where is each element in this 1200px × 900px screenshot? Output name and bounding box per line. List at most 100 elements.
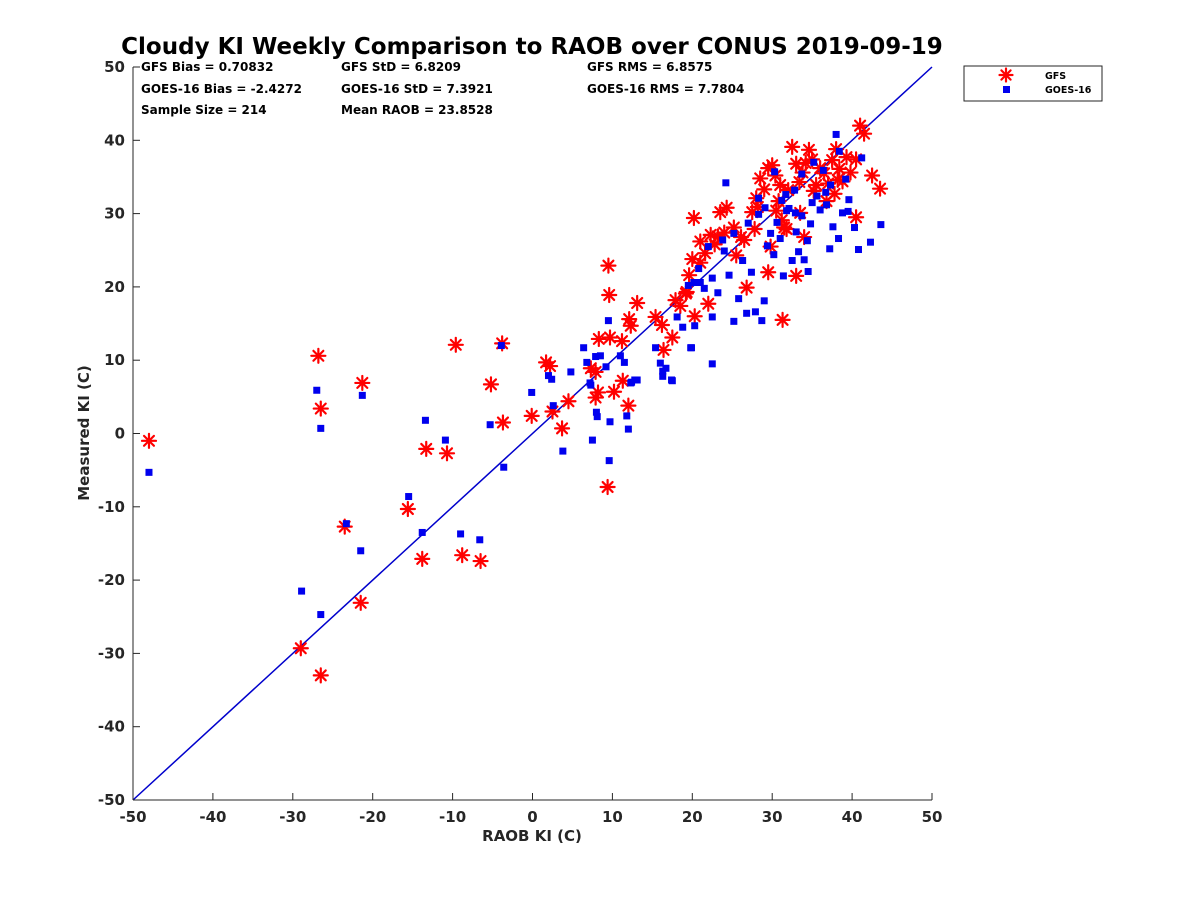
gfs-point bbox=[647, 308, 664, 326]
goes16-point bbox=[357, 547, 365, 555]
gfs-point bbox=[352, 594, 369, 611]
goes16-point bbox=[747, 268, 755, 276]
legend-gfs-asterisk bbox=[998, 67, 1014, 83]
goes16-point bbox=[633, 376, 641, 384]
y-tick-label: 0 bbox=[115, 425, 125, 443]
goes16-point bbox=[668, 377, 676, 385]
gfs-point bbox=[620, 397, 637, 414]
goes16-point bbox=[720, 247, 728, 255]
gfs-point bbox=[672, 297, 689, 315]
gfs-point bbox=[312, 667, 329, 684]
gfs-point bbox=[600, 257, 617, 274]
gfs-point bbox=[472, 552, 489, 570]
goes16-point bbox=[788, 257, 796, 265]
gfs-point bbox=[756, 181, 773, 198]
goes16-point bbox=[405, 493, 413, 501]
goes16-point bbox=[804, 268, 812, 276]
goes16-point bbox=[604, 317, 612, 325]
gfs-point bbox=[587, 363, 604, 381]
legend-gfs-label: GFS bbox=[1045, 71, 1066, 82]
goes16-point bbox=[662, 364, 670, 372]
goes16-point bbox=[743, 309, 751, 317]
gfs-point bbox=[589, 384, 607, 401]
gfs-point bbox=[292, 640, 309, 657]
gfs-point bbox=[831, 160, 848, 177]
goes16-point bbox=[791, 209, 799, 217]
goes16-point bbox=[822, 188, 830, 196]
goes16-point bbox=[773, 218, 781, 226]
gfs-point bbox=[686, 308, 703, 325]
stat-gfs-bias: GFS Bias = 0.70832 bbox=[141, 60, 273, 74]
goes16-point bbox=[476, 536, 484, 544]
goes16-point bbox=[826, 245, 834, 253]
gfs-point bbox=[847, 209, 865, 226]
goes16-point bbox=[695, 265, 703, 273]
legend-box bbox=[963, 65, 1103, 102]
gfs-point bbox=[653, 316, 671, 334]
goes16-point bbox=[627, 379, 635, 387]
gfs-point bbox=[681, 267, 698, 284]
gfs-point bbox=[414, 550, 431, 567]
goes16-series bbox=[145, 130, 885, 619]
y-tick-label: 10 bbox=[104, 351, 125, 369]
gfs-point bbox=[736, 231, 753, 249]
goes16-point bbox=[744, 219, 752, 227]
gfs-point bbox=[447, 336, 464, 353]
goes16-point bbox=[620, 358, 628, 366]
y-axis-label: Measured KI (C) bbox=[75, 365, 93, 501]
y-tick-label: -40 bbox=[98, 718, 125, 736]
goes16-point bbox=[767, 229, 775, 237]
x-tick-label: 20 bbox=[682, 808, 703, 826]
goes16-point bbox=[602, 363, 610, 371]
goes16-point bbox=[708, 313, 716, 321]
goes16-point bbox=[317, 611, 325, 619]
gfs-point bbox=[772, 176, 789, 194]
gfs-point bbox=[494, 414, 512, 431]
goes16-point bbox=[763, 242, 771, 250]
goes16-point bbox=[792, 228, 800, 236]
stat-goes-std: GOES-16 StD = 7.3921 bbox=[341, 82, 493, 96]
goes16-point bbox=[730, 317, 738, 325]
goes16-point bbox=[421, 416, 429, 424]
x-tick-label: 50 bbox=[922, 808, 943, 826]
goes16-point bbox=[587, 381, 595, 389]
y-tick-label: -50 bbox=[98, 791, 125, 809]
gfs-point bbox=[768, 202, 785, 219]
goes16-point bbox=[829, 223, 837, 231]
stat-goes-rms: GOES-16 RMS = 7.7804 bbox=[587, 82, 744, 96]
gfs-point bbox=[310, 347, 327, 364]
stat-gfs-std: GFS StD = 6.8209 bbox=[341, 60, 461, 74]
gfs-point bbox=[838, 149, 855, 166]
gfs-point bbox=[140, 432, 158, 449]
gfs-point bbox=[601, 329, 619, 346]
goes16-point bbox=[544, 372, 552, 380]
goes16-point bbox=[691, 322, 699, 330]
goes16-point bbox=[690, 279, 698, 287]
goes16-point bbox=[298, 587, 306, 595]
goes16-point bbox=[816, 206, 824, 214]
goes16-point bbox=[844, 207, 852, 215]
x-tick-label: 40 bbox=[842, 808, 863, 826]
goes16-point bbox=[810, 158, 818, 166]
goes16-point bbox=[583, 358, 591, 366]
gfs-point bbox=[614, 372, 631, 389]
y-tick-label: -10 bbox=[98, 498, 125, 516]
goes16-point bbox=[606, 418, 614, 426]
stat-mean-raob: Mean RAOB = 23.8528 bbox=[341, 103, 493, 117]
goes16-point bbox=[592, 408, 600, 416]
goes16-point bbox=[592, 353, 600, 361]
x-tick-label: 30 bbox=[762, 808, 783, 826]
legend-goes16-marker bbox=[1003, 86, 1010, 93]
goes16-point bbox=[783, 207, 791, 215]
goes16-point bbox=[854, 246, 862, 254]
gfs-point bbox=[354, 374, 371, 392]
goes16-point bbox=[708, 360, 716, 368]
goes16-point bbox=[313, 386, 321, 394]
goes16-point bbox=[839, 209, 847, 217]
gfs-point bbox=[590, 330, 607, 348]
goes16-point bbox=[679, 323, 687, 331]
goes16-point bbox=[866, 238, 874, 246]
gfs-point bbox=[664, 329, 681, 346]
x-axis-ticks: -50 -40 -30 -20 -10 0 10 20 30 40 50 bbox=[119, 793, 942, 826]
y-tick-label: -30 bbox=[98, 644, 125, 662]
